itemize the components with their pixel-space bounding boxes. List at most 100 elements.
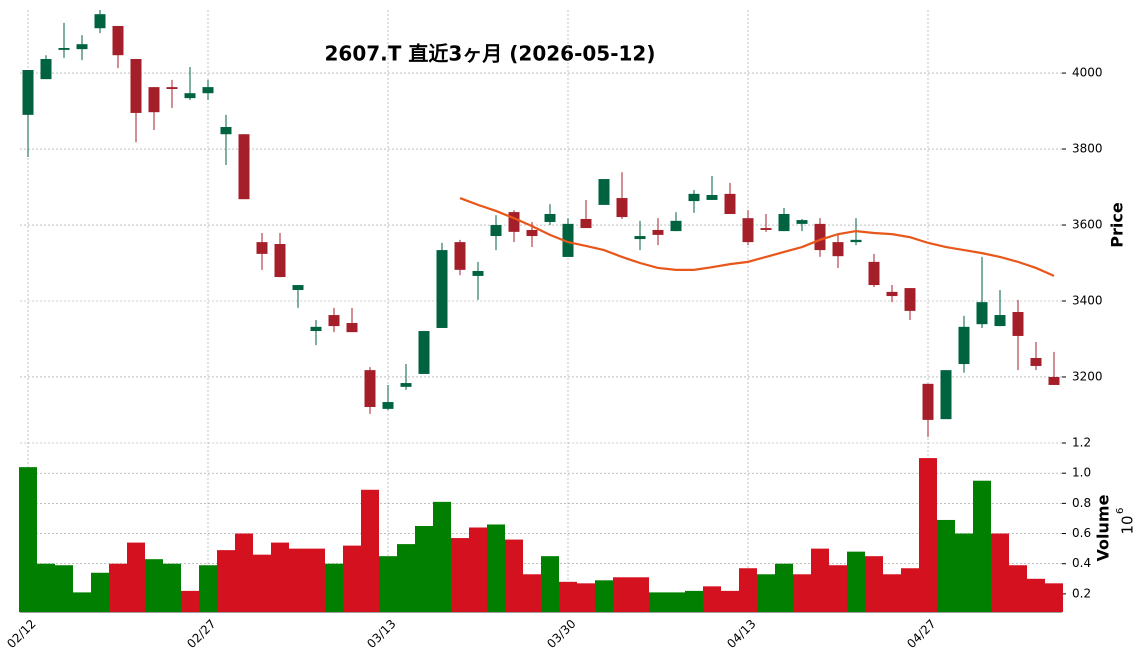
volume-bar bbox=[379, 556, 397, 612]
volume-bar bbox=[163, 563, 181, 612]
volume-bar bbox=[883, 574, 901, 612]
candle-body bbox=[328, 315, 340, 327]
candle-body bbox=[76, 44, 88, 50]
y-tick-label: 0.4 bbox=[1072, 556, 1091, 570]
candle-body bbox=[562, 223, 574, 257]
candle-body bbox=[418, 331, 430, 374]
candle-body bbox=[778, 214, 790, 232]
candle-body bbox=[274, 244, 286, 278]
volume-bar bbox=[775, 563, 793, 612]
volume-bar bbox=[523, 574, 541, 612]
volume-bar bbox=[901, 568, 919, 612]
candle-body bbox=[940, 370, 952, 420]
moving-average-line bbox=[459, 197, 1055, 277]
candle-body bbox=[760, 228, 772, 230]
candle-body bbox=[490, 225, 502, 237]
candle-body bbox=[958, 326, 970, 365]
scale-exponent: 6 bbox=[1115, 508, 1126, 514]
volume-bar bbox=[865, 556, 883, 612]
y-tick-label: 3600 bbox=[1072, 218, 1103, 232]
candle-body bbox=[832, 242, 844, 257]
volume-bar bbox=[973, 480, 991, 612]
volume-bar bbox=[109, 563, 127, 612]
candle-body bbox=[634, 236, 646, 240]
y-tick-label: 3800 bbox=[1072, 142, 1103, 156]
volume-bar bbox=[613, 577, 631, 612]
x-tick-label: 04/13 bbox=[724, 617, 758, 651]
candle-body bbox=[40, 59, 52, 80]
volume-bar bbox=[199, 565, 217, 612]
volume-bar bbox=[721, 590, 739, 612]
candle-body bbox=[616, 198, 628, 218]
candle-body bbox=[22, 70, 34, 115]
volume-bar bbox=[19, 467, 37, 612]
candle-body bbox=[220, 127, 232, 135]
volume-bar bbox=[955, 533, 973, 612]
volume-bar bbox=[307, 548, 325, 612]
y-tick-label: 4000 bbox=[1072, 66, 1103, 80]
candle-body bbox=[58, 47, 70, 50]
volume-bar bbox=[757, 574, 775, 612]
candle-body bbox=[598, 179, 610, 205]
candle-body bbox=[310, 326, 322, 332]
candle-body bbox=[922, 383, 934, 420]
candle-body bbox=[850, 239, 862, 243]
volume-bar bbox=[685, 590, 703, 612]
volume-bar bbox=[415, 525, 433, 612]
volume-bar bbox=[937, 519, 955, 612]
candle-body bbox=[202, 87, 214, 94]
y-tick-label: 0.2 bbox=[1072, 586, 1091, 600]
volume-bar bbox=[235, 533, 253, 612]
x-tick-label: 04/27 bbox=[904, 617, 938, 651]
y-tick-label: 3400 bbox=[1072, 293, 1103, 307]
candle-body bbox=[688, 193, 700, 202]
volume-bar bbox=[487, 524, 505, 612]
volume-bar bbox=[793, 574, 811, 612]
candles bbox=[22, 10, 1060, 437]
volume-bar bbox=[181, 590, 199, 612]
candle-body bbox=[670, 220, 682, 232]
volume-bar bbox=[577, 583, 595, 612]
volume-bar bbox=[829, 565, 847, 612]
volume-bar bbox=[127, 542, 145, 612]
volume-bar bbox=[325, 563, 343, 612]
candle-body bbox=[526, 229, 538, 237]
volume-bar bbox=[631, 577, 649, 612]
volume-bar bbox=[271, 542, 289, 612]
candle-body bbox=[796, 220, 808, 224]
volume-bar bbox=[847, 551, 865, 612]
scale-base: 10 bbox=[1119, 515, 1137, 534]
volume-bar bbox=[55, 565, 73, 612]
candle-body bbox=[256, 242, 268, 254]
volume-bar bbox=[469, 527, 487, 612]
volume-bar bbox=[991, 533, 1009, 612]
x-tick-label: 02/27 bbox=[184, 617, 218, 651]
price-axis-label: Price bbox=[1108, 202, 1127, 248]
candle-body bbox=[184, 93, 196, 99]
volume-bar bbox=[145, 559, 163, 612]
x-tick-label: 02/12 bbox=[4, 617, 38, 651]
candle-body bbox=[652, 229, 664, 235]
volume-bar bbox=[397, 544, 415, 612]
candle-body bbox=[130, 59, 142, 113]
candle-body bbox=[814, 223, 826, 251]
chart-title: 2607.T 直近3ヶ月 (2026-05-12) bbox=[325, 42, 656, 66]
volume-bar bbox=[1045, 583, 1063, 612]
x-tick-label: 03/13 bbox=[364, 617, 398, 651]
candle-body bbox=[1048, 376, 1060, 385]
volume-bar bbox=[649, 592, 667, 612]
candle-body bbox=[148, 87, 160, 113]
candle-body bbox=[112, 25, 124, 56]
volume-bar bbox=[739, 568, 757, 612]
candle-body bbox=[94, 14, 106, 29]
candle-body bbox=[706, 195, 718, 200]
volume-bar bbox=[91, 572, 109, 612]
volume-bar bbox=[1027, 578, 1045, 612]
volume-bar bbox=[361, 489, 379, 612]
candle-body bbox=[904, 288, 916, 311]
y-tick-label: 3200 bbox=[1072, 369, 1103, 383]
volume-bar bbox=[343, 545, 361, 612]
y-tick-label: 0.6 bbox=[1072, 526, 1091, 540]
volume-bar bbox=[595, 580, 613, 612]
